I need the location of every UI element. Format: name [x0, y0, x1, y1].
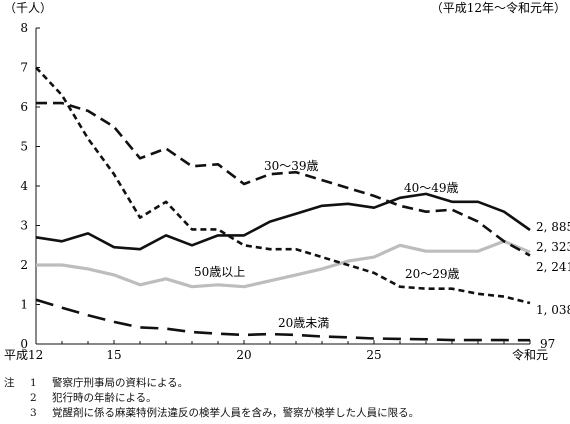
series-label-50-plus: 50歳以上 — [194, 265, 245, 279]
x-tick-label: 25 — [366, 348, 381, 362]
end-label-40-49: 2, 885 — [536, 220, 570, 234]
y-tick-label: 0 — [20, 337, 28, 351]
line-chart: （千人） （平成12年～令和元年） 0 1 2 3 4 5 6 7 8 平成12 15 20 25 令和… — [4, 0, 570, 362]
series-label-40-49: 40～49歳 — [404, 181, 459, 195]
footnote: 注 1 警察庁刑事局の資料による。 — [4, 376, 566, 391]
x-tick-label: 平成12 — [4, 348, 43, 362]
y-tick-label: 4 — [20, 179, 28, 193]
note-text: 警察庁刑事局の資料による。 — [52, 377, 189, 389]
end-label-30-39: 2, 241 — [536, 260, 570, 274]
y-tick-label: 2 — [20, 258, 28, 272]
x-tick-label: 20 — [236, 348, 251, 362]
note-text: 覚醒剤に係る麻薬特例法違反の検挙人員を含み，警察が検挙した人員に限る。 — [52, 407, 420, 419]
end-label-under-20: 97 — [540, 337, 555, 351]
series-label-under-20: 20歳未満 — [278, 316, 329, 330]
y-tick-label: 3 — [20, 219, 28, 233]
note-number: 1 — [30, 377, 37, 389]
end-label-50-plus: 2, 323 — [536, 240, 570, 254]
series-label-30-39: 30～39歳 — [264, 159, 319, 173]
y-tick-label: 6 — [20, 100, 28, 114]
series-line-3 — [35, 192, 531, 251]
series-label-20-29: 20～29歳 — [405, 267, 460, 281]
period-label: （平成12年～令和元年） — [431, 0, 566, 15]
note-prefix: 注 — [4, 377, 15, 389]
footnote: 2 犯行時の年齢による。 — [4, 391, 566, 406]
series-line-4 — [36, 239, 531, 289]
y-unit-label: （千人） — [4, 1, 52, 15]
note-text: 犯行時の年齢による。 — [52, 392, 157, 404]
footnote: 3 覚醒剤に係る麻薬特例法違反の検挙人員を含み，警察が検挙した人員に限る。 — [4, 406, 566, 421]
y-tick-label: 1 — [20, 298, 28, 312]
x-tick-label: 15 — [106, 348, 121, 362]
note-number: 3 — [30, 407, 37, 419]
footnotes: 注 1 警察庁刑事局の資料による。 2 犯行時の年齢による。 3 覚醒剤に係る麻… — [4, 376, 566, 421]
y-tick-label: 5 — [20, 140, 28, 154]
x-tick-label: 令和元 — [512, 347, 548, 362]
series-line-2 — [36, 101, 531, 257]
series-line-0 — [35, 298, 531, 342]
y-tick-label: 8 — [20, 21, 28, 35]
y-tick-label: 7 — [20, 61, 28, 75]
series-line-1 — [35, 66, 531, 305]
note-number: 2 — [30, 392, 37, 404]
end-label-20-29: 1, 038 — [536, 303, 570, 317]
